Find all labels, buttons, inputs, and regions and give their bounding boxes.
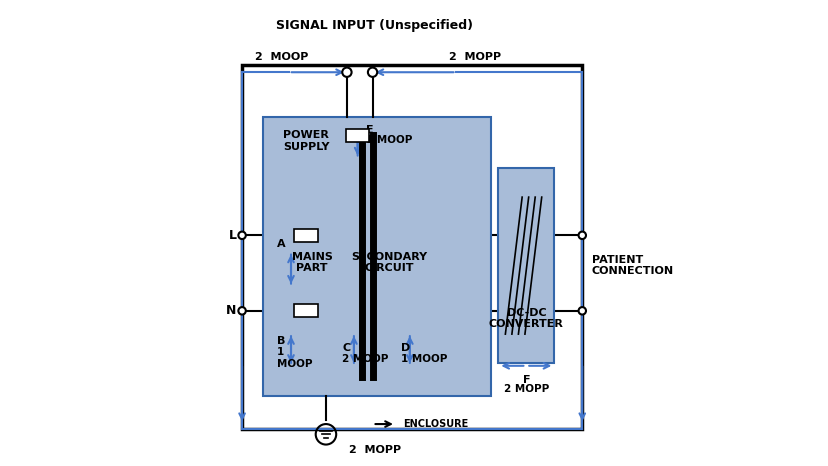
Text: 2 MOPP: 2 MOPP	[503, 384, 548, 394]
Bar	[345, 129, 368, 142]
Text: 2  MOOP: 2 MOOP	[255, 52, 308, 62]
Text: 2  MOPP: 2 MOPP	[349, 445, 401, 455]
Text: 1: 1	[277, 347, 284, 357]
Text: N: N	[226, 304, 236, 317]
Circle shape	[342, 68, 351, 77]
Text: 1 MOOP: 1 MOOP	[365, 135, 412, 145]
Text: 2 MOOP: 2 MOOP	[342, 354, 388, 364]
Text: L: L	[229, 229, 236, 242]
Circle shape	[238, 232, 246, 239]
Text: E: E	[365, 125, 373, 136]
Circle shape	[368, 68, 377, 77]
Text: B: B	[277, 336, 285, 345]
Text: SIGNAL INPUT (Unspecified): SIGNAL INPUT (Unspecified)	[276, 19, 473, 32]
Circle shape	[578, 232, 585, 239]
Circle shape	[238, 307, 246, 315]
Bar	[242, 65, 581, 429]
Text: F: F	[522, 375, 529, 385]
Circle shape	[578, 307, 585, 315]
Text: PATIENT
CONNECTION: PATIENT CONNECTION	[591, 255, 673, 276]
Bar	[498, 168, 554, 363]
Text: D: D	[400, 343, 409, 352]
Text: 2  MOPP: 2 MOPP	[449, 52, 501, 62]
Text: SECONDARY
CIRCUIT: SECONDARY CIRCUIT	[350, 252, 426, 273]
Bar	[262, 116, 491, 396]
Text: 1 MOOP: 1 MOOP	[400, 354, 446, 364]
Text: MAINS
PART: MAINS PART	[291, 252, 332, 273]
Bar	[294, 229, 317, 242]
Text: MOOP: MOOP	[277, 359, 312, 369]
Text: ENCLOSURE: ENCLOSURE	[402, 419, 468, 429]
Text: A: A	[277, 240, 286, 249]
Text: POWER
SUPPLY: POWER SUPPLY	[282, 130, 330, 152]
Text: C: C	[342, 343, 350, 352]
Bar	[294, 304, 317, 317]
Text: DC-DC
CONVERTER: DC-DC CONVERTER	[489, 308, 563, 329]
